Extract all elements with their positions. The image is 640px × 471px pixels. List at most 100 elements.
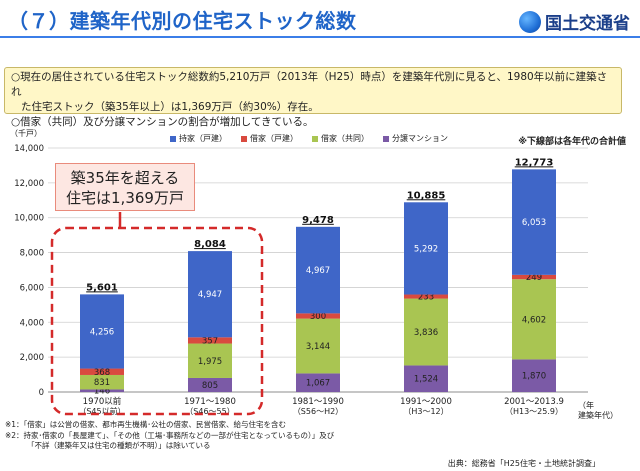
x-tick-sublabel: （S45以前） — [78, 406, 125, 416]
bar-value-label: 3,836 — [414, 328, 438, 338]
legend-swatch-rent-apartment — [312, 135, 318, 142]
callout-box: 築35年を超える 住宅は1,369万戸 — [55, 163, 195, 211]
summary-line-3: ○借家（共同）及び分譲マンションの割合が増加してきている。 — [11, 116, 314, 128]
bar-segment — [80, 374, 124, 390]
y-tick-label: 12,000 — [14, 179, 44, 189]
y-tick-label: 4,000 — [20, 318, 44, 328]
bar-value-label: 368 — [94, 368, 110, 378]
bar-value-label: 146 — [94, 387, 110, 397]
bar-value-label: 831 — [94, 378, 110, 388]
bar-segment — [188, 377, 232, 392]
legend-swatch-rent-detached — [241, 135, 247, 142]
y-tick-label: 2,000 — [20, 353, 44, 363]
ministry-logo-icon — [519, 10, 541, 33]
bar-total-label: 9,478 — [302, 215, 334, 226]
footnote-3: 「不詳（建築年又は住宅の種類が不明）」は除いている — [27, 441, 211, 450]
bar-segment — [404, 202, 448, 295]
bar-segment — [80, 389, 124, 392]
bar-value-label: 300 — [310, 312, 326, 322]
legend-item-condo: 分譲マンション — [383, 133, 448, 144]
bar-value-label: 357 — [202, 336, 218, 346]
bar-segment — [188, 251, 232, 338]
legend-item-owned: 持家（戸建） — [170, 133, 227, 144]
stacked-bar-chart: 0 2,000 4,000 6,000 8,000 10,000 12,000 14,000 1… — [14, 144, 588, 416]
x-tick-sublabel: （H3～12） — [403, 407, 448, 416]
bar-segment — [404, 365, 448, 392]
bar-segment — [512, 279, 556, 360]
totals-note: ※下線部は各年代の合計値 — [518, 137, 626, 147]
legend-swatch-owned — [170, 135, 176, 142]
bar-segment — [188, 337, 232, 344]
x-axis-unit-line-2: 建築年代） — [578, 411, 618, 420]
x-tick-label: 1981～1990 — [292, 397, 344, 407]
bar-total-label: 12,773 — [515, 157, 554, 168]
bar-total-label: 10,885 — [407, 190, 446, 201]
bar-value-label: 3,144 — [306, 342, 330, 352]
bar-value-label: 4,967 — [306, 266, 330, 276]
bar-value-label: 1,870 — [522, 372, 546, 382]
footnote-1: ※1：「借家」は公営の借家、都市再生機構･公社の借家、民営借家、給与住宅を含む — [5, 420, 287, 429]
bar-value-label: 4,602 — [522, 315, 546, 325]
legend-swatch-condo — [383, 135, 389, 142]
bar-value-label: 1,067 — [306, 379, 330, 389]
highlight-frame — [50, 226, 264, 416]
page-title: （７）建築年代別の住宅ストック総数 — [8, 9, 357, 33]
callout-line-1: 築35年を超える — [70, 169, 180, 187]
x-tick-label: 1991～2000 — [400, 397, 452, 407]
bar-value-label: 1,524 — [414, 375, 438, 385]
ministry-logo-text: 国土交通省 — [545, 14, 630, 34]
x-axis-unit-line-1: （年 — [578, 401, 594, 410]
x-axis-unit: （年 建築年代） — [578, 401, 618, 421]
footnote-2: ※2：持家･借家の「長屋建て」、「その他（工場･事務所などの一部が住宅となってい… — [5, 430, 335, 440]
x-tick-label: 2001～2013.9 — [504, 397, 564, 407]
x-tick-sublabel: （H13～25.9） — [505, 407, 563, 416]
bar-segment — [296, 373, 340, 392]
legend-item-rent-detached: 借家（戸建） — [241, 133, 298, 144]
bar-segment — [404, 298, 448, 366]
y-axis-unit: （千戸） — [10, 129, 42, 138]
bar-segment — [512, 169, 556, 275]
bar-segment — [512, 274, 556, 280]
ministry-logo: 国土交通省 — [519, 9, 630, 34]
bar-segment — [188, 343, 232, 378]
legend-label-condo: 分譲マンション — [392, 134, 448, 143]
chart-legend: 持家（戸建） 借家（戸建） 借家（共同） 分譲マンション — [170, 133, 448, 144]
y-tick-label: 14,000 — [14, 144, 44, 154]
bar-total-label: 8,084 — [194, 239, 226, 250]
bar-segment — [296, 313, 340, 319]
summary-line-2: た住宅ストック（築35年以上）は1,369万戸（約30%）存在。 — [21, 101, 319, 113]
bar-total-label: 5,601 — [86, 282, 118, 293]
y-tick-label: 8,000 — [20, 249, 44, 259]
title-divider — [0, 36, 640, 38]
y-tick-label: 10,000 — [14, 214, 44, 224]
legend-label-owned: 持家（戸建） — [179, 134, 227, 143]
x-tick-sublabel: （S46～55） — [185, 407, 234, 416]
summary-box: ○現在の居住されている住宅ストック総数約5,210万戸（2013年（H25）時点… — [4, 67, 622, 128]
callout-line-2: 住宅は1,369万戸 — [66, 189, 184, 207]
bar-value-label: 4,256 — [90, 327, 114, 337]
bar-segment — [296, 226, 340, 314]
bar-value-label: 6,053 — [522, 218, 546, 228]
bar-value-label: 249 — [526, 273, 542, 283]
bar-value-label: 5,292 — [414, 244, 438, 254]
bar-segment — [80, 368, 124, 375]
footnotes: ※1：「借家」は公営の借家、都市再生機構･公社の借家、民営借家、給与住宅を含む … — [5, 420, 334, 452]
bar-value-label: 1,975 — [198, 357, 222, 367]
y-tick-label: 0 — [39, 388, 44, 398]
legend-label-rent-detached: 借家（戸建） — [250, 134, 298, 143]
x-tick-label: 1970以前 — [83, 396, 122, 407]
y-tick-label: 6,000 — [20, 283, 44, 293]
x-tick-sublabel: （S56～H2） — [293, 407, 343, 416]
bar-value-label: 233 — [418, 293, 434, 303]
x-tick-label: 1971～1980 — [184, 397, 236, 407]
bar-segment — [404, 294, 448, 299]
bar-segment — [80, 294, 124, 369]
summary-line-1: ○現在の居住されている住宅ストック総数約5,210万戸（2013年（H25）時点… — [11, 71, 608, 98]
source-note: 出典：総務省「H25住宅・土地統計調査」 — [447, 459, 600, 468]
bar-segment — [512, 359, 556, 392]
bar-value-label: 4,947 — [198, 290, 222, 300]
bar-value-label: 805 — [202, 381, 218, 391]
bar-segment — [296, 318, 340, 374]
legend-item-rent-apartment: 借家（共同） — [312, 133, 369, 144]
legend-label-rent-apartment: 借家（共同） — [321, 134, 369, 143]
